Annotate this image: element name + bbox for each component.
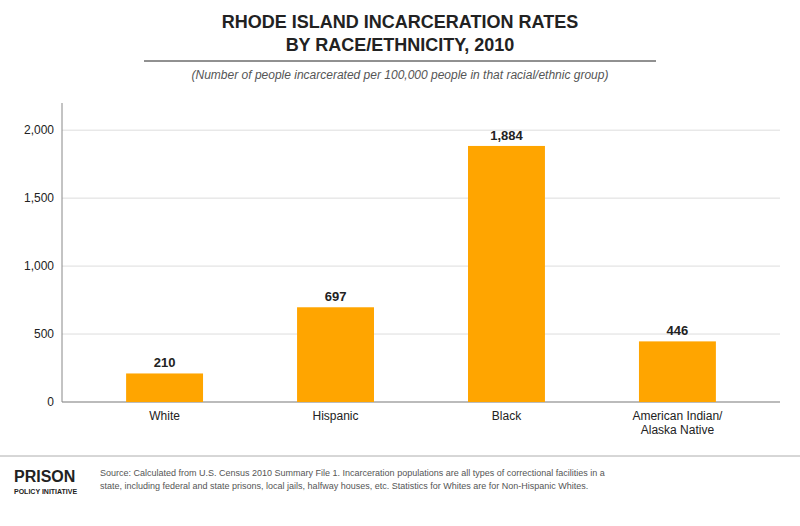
data-label: 210 xyxy=(154,355,176,370)
footer-divider xyxy=(0,456,800,457)
y-tick-label: 0 xyxy=(47,395,54,409)
bars xyxy=(126,146,716,402)
title-line: RHODE ISLAND INCARCERATION RATES xyxy=(222,12,578,32)
y-axis-line xyxy=(62,103,63,402)
chart-svg: RHODE ISLAND INCARCERATION RATES BY RACE/… xyxy=(0,0,800,526)
y-tick-label: 1,500 xyxy=(24,191,54,205)
y-tick-label: 500 xyxy=(34,327,54,341)
data-label: 446 xyxy=(667,323,689,338)
grid-line xyxy=(62,198,780,199)
bar xyxy=(468,146,545,402)
x-tick-label-line: Hispanic xyxy=(313,409,359,423)
title: RHODE ISLAND INCARCERATION RATES BY RACE/… xyxy=(222,12,578,55)
source-line: state, including federal and state priso… xyxy=(100,481,588,491)
grid-line xyxy=(62,266,780,267)
x-tick-label: Hispanic xyxy=(313,409,359,423)
chart-container: RHODE ISLAND INCARCERATION RATES BY RACE/… xyxy=(0,0,800,526)
y-tick-label: 2,000 xyxy=(24,123,54,137)
bar xyxy=(297,307,374,402)
y-tick-label: 1,000 xyxy=(24,259,54,273)
title-line: BY RACE/ETHNICITY, 2010 xyxy=(286,35,515,55)
x-tick-label-line: Alaska Native xyxy=(641,423,715,437)
y-grid xyxy=(62,130,780,402)
x-tick-label-line: Black xyxy=(492,409,522,423)
x-tick-label-line: American Indian/ xyxy=(632,409,723,423)
logo-top: PRISON xyxy=(14,468,75,485)
data-label: 1,884 xyxy=(490,128,523,143)
grid-line xyxy=(62,130,780,131)
logo-bottom: POLICY INITIATIVE xyxy=(14,488,77,495)
x-tick-label-line: White xyxy=(149,409,180,423)
bar xyxy=(126,373,203,402)
data-label: 697 xyxy=(325,289,347,304)
source-note: Source: Calculated from U.S. Census 2010… xyxy=(100,468,605,491)
x-tick-label: Black xyxy=(492,409,522,423)
subtitle: (Number of people incarcerated per 100,0… xyxy=(192,68,609,82)
x-tick-label: American Indian/Alaska Native xyxy=(632,409,723,437)
title-rule xyxy=(144,61,656,62)
bar xyxy=(639,341,716,402)
x-tick-label: White xyxy=(149,409,180,423)
source-line: Source: Calculated from U.S. Census 2010… xyxy=(100,468,605,478)
